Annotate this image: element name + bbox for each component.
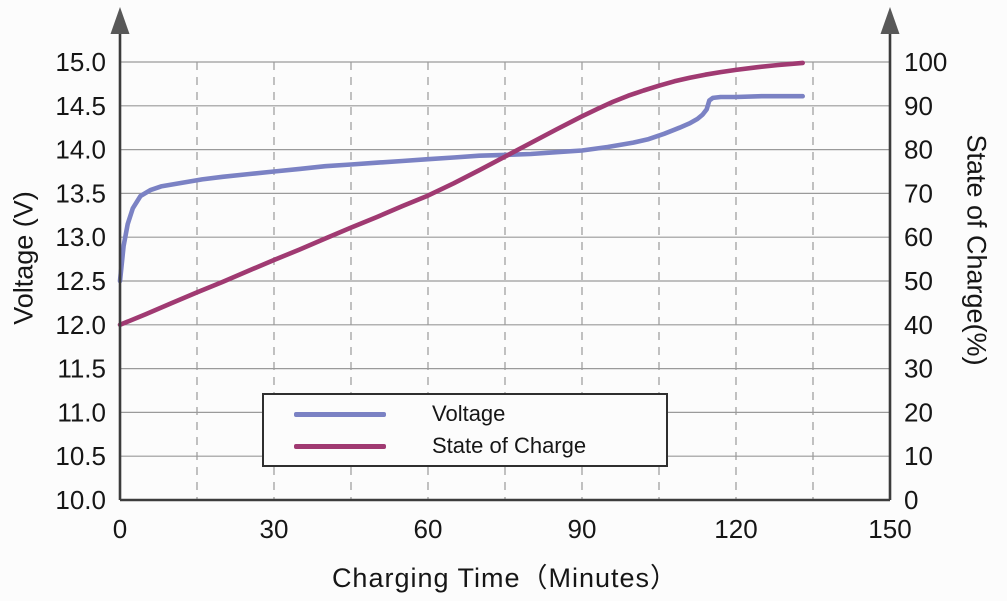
state-of-charge-curve-line xyxy=(117,60,806,328)
x-axis-title: Charging Time（Minutes） xyxy=(331,563,679,593)
y-tick-label-right: 60 xyxy=(904,222,933,252)
voltage-curve-line xyxy=(117,93,806,284)
y-tick-label-left: 13.0 xyxy=(55,222,106,252)
y-tick-label-right: 50 xyxy=(904,266,933,296)
x-tick-label: 90 xyxy=(568,514,597,544)
y-tick-label-right: 100 xyxy=(904,47,947,77)
x-tick-label: 0 xyxy=(113,514,127,544)
y-tick-label-left: 14.5 xyxy=(55,91,106,121)
y-tick-label-left: 14.0 xyxy=(55,135,106,165)
y-tick-label-right: 80 xyxy=(904,135,933,165)
y-tick-label-left: 13.5 xyxy=(55,178,106,208)
legend-label: Voltage xyxy=(432,401,506,426)
x-tick-label: 120 xyxy=(714,514,757,544)
y-tick-label-right: 70 xyxy=(904,178,933,208)
y-tick-label-left: 15.0 xyxy=(55,47,106,77)
y-tick-label-left: 11.0 xyxy=(57,397,106,427)
x-tick-label: 150 xyxy=(868,514,911,544)
right-axis-arrow-icon xyxy=(880,7,900,34)
y-tick-label-right: 10 xyxy=(904,441,933,471)
y-tick-label-left: 10.5 xyxy=(55,441,106,471)
x-tick-label: 60 xyxy=(414,514,443,544)
legend: Voltage State of Charge xyxy=(262,393,668,467)
y-tick-label-right: 90 xyxy=(904,91,933,121)
voltage-curve-legend-swatch xyxy=(294,411,386,417)
y-tick-label-right: 20 xyxy=(904,397,933,427)
y-tick-label-left: 12.0 xyxy=(55,310,106,340)
legend-entry: State of Charge xyxy=(294,433,666,459)
legend-entry: Voltage xyxy=(294,401,666,427)
y-tick-label-right: 40 xyxy=(904,310,933,340)
y-tick-label-right: 0 xyxy=(904,485,918,515)
y-tick-label-left: 11.5 xyxy=(57,354,106,384)
legend-label: State of Charge xyxy=(432,433,587,458)
right-y-axis-title: State of Charge(%) xyxy=(961,134,992,366)
y-tick-label-left: 12.5 xyxy=(55,266,106,296)
left-axis-arrow-icon xyxy=(110,7,130,34)
left-y-axis-title: Voltage (V) xyxy=(8,191,39,325)
y-tick-label-right: 30 xyxy=(904,354,933,384)
x-tick-label: 30 xyxy=(260,514,289,544)
y-tick-label-left: 10.0 xyxy=(55,485,106,515)
state-of-charge-curve-legend-swatch xyxy=(294,443,386,449)
